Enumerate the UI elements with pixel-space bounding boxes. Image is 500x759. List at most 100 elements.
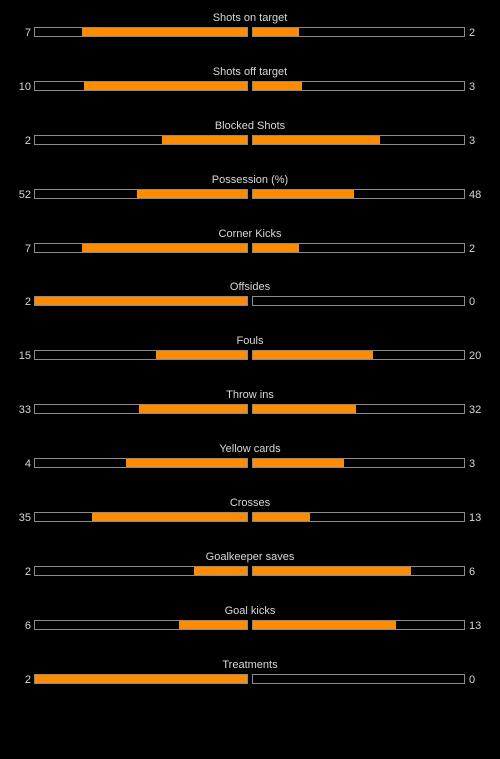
away-value: 13 <box>469 619 482 632</box>
home-bar-fill <box>81 243 247 252</box>
away-bar-fill <box>253 81 302 90</box>
away-bar <box>252 134 465 145</box>
home-value: 2 <box>24 565 31 578</box>
home-bar-fill <box>35 674 247 683</box>
home-bar <box>34 188 248 199</box>
stat-row: Treatments 2 0 <box>0 657 500 711</box>
home-bar-fill <box>126 459 247 468</box>
away-bar-fill <box>253 459 344 468</box>
stat-row: Shots on target 7 2 <box>0 10 500 64</box>
home-bar-fill <box>35 297 247 306</box>
home-bar-fill <box>162 135 247 144</box>
home-bar <box>34 27 248 37</box>
stat-row: Corner Kicks 7 2 <box>0 226 500 280</box>
away-bar <box>252 673 465 684</box>
home-bar-fill <box>155 351 247 360</box>
home-value: 6 <box>24 619 31 632</box>
stat-label: Shots on target <box>212 12 288 24</box>
stat-label: Goalkeeper saves <box>205 550 295 563</box>
stat-label: Throw ins <box>226 389 274 402</box>
home-value: 15 <box>18 350 31 363</box>
stat-label: Offsides <box>229 281 271 294</box>
home-bar <box>34 458 248 469</box>
away-bar-fill <box>253 135 380 144</box>
home-bar <box>34 134 248 145</box>
away-bar-fill <box>253 351 374 360</box>
away-value: 2 <box>469 27 476 39</box>
away-bar <box>252 619 465 630</box>
stat-label: Treatments <box>222 658 278 671</box>
home-bar <box>34 404 248 415</box>
stat-row: Shots off target 10 3 <box>0 64 500 118</box>
away-value: 6 <box>469 565 476 578</box>
stat-row: Throw ins 33 32 <box>0 387 500 441</box>
stat-row: Crosses 35 13 <box>0 495 500 549</box>
away-bar-fill <box>253 189 355 198</box>
stat-row: Possession (%) 52 48 <box>0 172 500 226</box>
home-value: 2 <box>24 134 31 147</box>
stat-label: Blocked Shots <box>214 119 286 132</box>
away-bar <box>252 188 465 199</box>
home-value: 2 <box>24 296 31 309</box>
stat-label: Fouls <box>236 335 264 348</box>
home-value: 7 <box>24 27 31 39</box>
away-bar <box>252 242 465 253</box>
away-bar <box>252 27 465 37</box>
away-bar-fill <box>253 513 310 522</box>
home-value: 35 <box>18 512 31 525</box>
home-bar <box>34 512 248 523</box>
home-value: 7 <box>24 242 31 255</box>
away-value: 48 <box>469 188 482 201</box>
away-bar <box>252 296 465 307</box>
stat-row: Goalkeeper saves 2 6 <box>0 549 500 603</box>
away-bar-fill <box>253 566 412 575</box>
away-value: 3 <box>469 458 476 471</box>
home-bar <box>34 242 248 253</box>
away-value: 0 <box>469 673 476 686</box>
home-value: 2 <box>24 673 31 686</box>
away-bar-fill <box>253 28 300 36</box>
stat-label: Yellow cards <box>219 443 281 456</box>
stat-label: Corner Kicks <box>218 227 282 240</box>
away-value: 32 <box>469 404 482 417</box>
away-value: 3 <box>469 80 476 93</box>
stat-row: Offsides 2 0 <box>0 279 500 333</box>
home-bar-fill <box>92 513 247 522</box>
home-bar-fill <box>138 405 247 414</box>
stat-label: Goal kicks <box>224 604 276 617</box>
away-bar <box>252 512 465 523</box>
away-value: 2 <box>469 242 476 255</box>
home-value: 4 <box>24 458 31 471</box>
away-bar <box>252 350 465 361</box>
home-bar <box>34 565 248 576</box>
away-value: 13 <box>469 512 482 525</box>
away-value: 0 <box>469 296 476 309</box>
home-bar <box>34 673 248 684</box>
stat-row: Yellow cards 4 3 <box>0 441 500 495</box>
away-bar <box>252 565 465 576</box>
home-bar <box>34 619 248 630</box>
home-bar <box>34 350 248 361</box>
home-bar <box>34 296 248 307</box>
home-bar-fill <box>179 620 247 629</box>
stat-label: Crosses <box>229 497 271 510</box>
stat-row: Goal kicks 6 13 <box>0 603 500 657</box>
home-bar-fill <box>136 189 247 198</box>
away-bar-fill <box>253 405 357 414</box>
home-value: 52 <box>18 188 31 201</box>
home-bar-fill <box>83 81 247 90</box>
home-value: 10 <box>18 80 31 93</box>
home-value: 33 <box>18 404 31 417</box>
stat-label: Shots off target <box>212 65 288 78</box>
stat-row: Fouls 15 20 <box>0 333 500 387</box>
away-bar <box>252 80 465 91</box>
away-bar <box>252 458 465 469</box>
match-stats-list: Shots on target 7 2 Shots off target 10 3 Bloc… <box>0 10 500 711</box>
home-bar-fill <box>81 28 247 36</box>
home-bar-fill <box>194 566 247 575</box>
stat-label: Possession (%) <box>211 173 289 186</box>
stat-row: Blocked Shots 2 3 <box>0 118 500 172</box>
away-bar-fill <box>253 243 300 252</box>
away-value: 3 <box>469 134 476 147</box>
away-value: 20 <box>469 350 482 363</box>
